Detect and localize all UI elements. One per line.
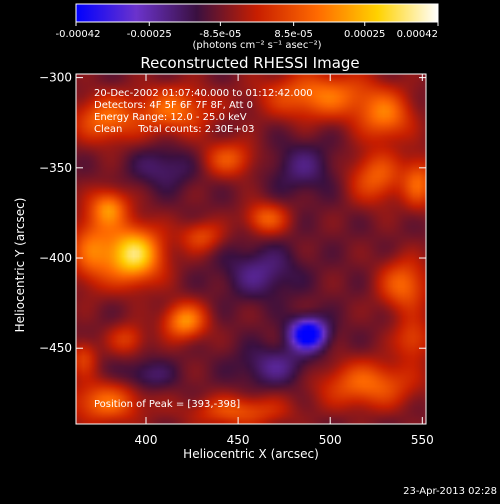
- y-tick-label: −400: [39, 251, 72, 265]
- plot-area: 400 450 500 550 −300 −350 −400 −450: [39, 71, 434, 447]
- colorbar-tick-label: 0.00025: [344, 29, 385, 40]
- colorbar-gradient: [75, 3, 439, 23]
- colorbar: -0.00042 -0.00025 -8.5e-05 8.5e-05 0.00025 0.…: [56, 3, 439, 51]
- annotation-block: 20-Dec-2002 01:07:40.000 to 01:12:42.000…: [94, 88, 313, 410]
- colorbar-tick-label: -0.00025: [127, 29, 172, 40]
- heatmap-image: [76, 74, 426, 424]
- colorbar-ticks: -0.00042 -0.00025 -8.5e-05 8.5e-05 0.00025 0.…: [56, 22, 439, 40]
- x-tick-label: 450: [227, 433, 250, 447]
- annotation-time: 20-Dec-2002 01:07:40.000 to 01:12:42.000: [94, 88, 313, 99]
- y-axis: −300 −350 −400 −450: [39, 71, 426, 355]
- x-tick-label: 550: [411, 433, 434, 447]
- y-tick-label: −350: [39, 161, 72, 175]
- footer-timestamp: 23-Apr-2013 02:28: [403, 486, 497, 497]
- x-tick-label: 400: [135, 433, 158, 447]
- colorbar-tick-label: -0.00042: [56, 29, 101, 40]
- colorbar-unit-label: (photons cm⁻² s⁻¹ asec⁻²): [192, 40, 321, 51]
- annotation-energy: Energy Range: 12.0 - 25.0 keV: [94, 112, 247, 123]
- y-tick-label: −300: [39, 71, 72, 85]
- annotation-detectors: Detectors: 4F 5F 6F 7F 8F, Att 0: [94, 100, 253, 111]
- colorbar-tick-label: 8.5e-05: [274, 29, 312, 40]
- y-tick-label: −450: [39, 341, 72, 355]
- peak-position-label: Position of Peak = [393,-398]: [94, 399, 240, 410]
- colorbar-tick-label: 0.00042: [397, 29, 438, 40]
- y-axis-label: Heliocentric Y (arcsec): [13, 198, 27, 333]
- plot-frame: [75, 73, 427, 425]
- chart-title: Reconstructed RHESSI Image: [140, 54, 359, 72]
- colorbar-tick-label: -8.5e-05: [199, 29, 241, 40]
- x-tick-label: 500: [319, 433, 342, 447]
- annotation-counts: Clean Total counts: 2.30E+03: [94, 124, 254, 135]
- x-axis-label: Heliocentric X (arcsec): [183, 447, 319, 461]
